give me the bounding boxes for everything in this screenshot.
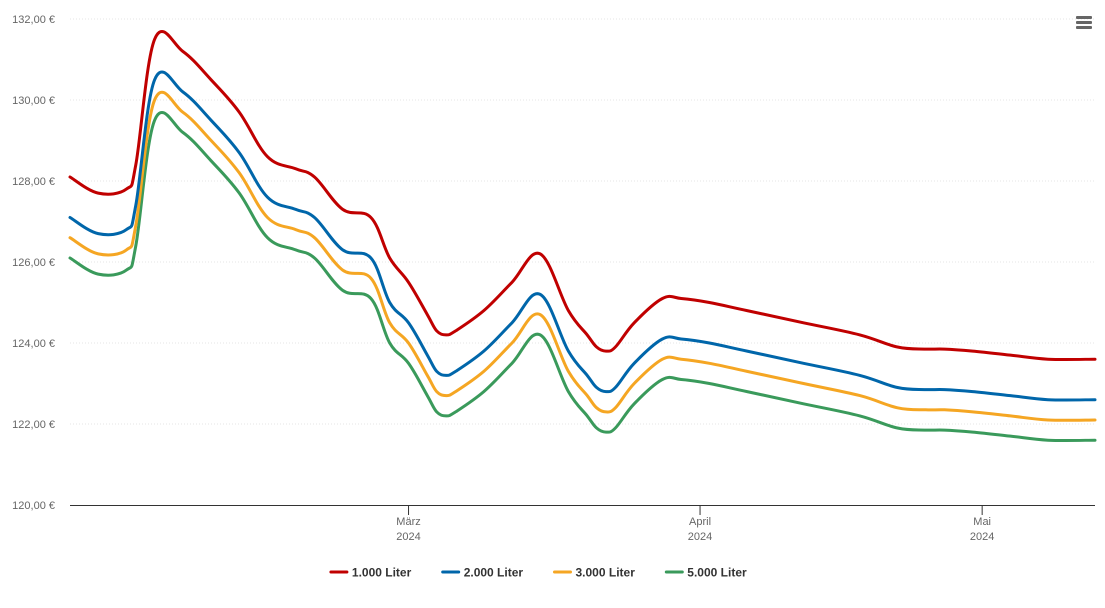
x-tick-year: 2024 — [970, 531, 994, 543]
legend-label: 3.000 Liter — [576, 566, 636, 580]
legend-item[interactable]: 1.000 Liter — [329, 566, 412, 580]
y-tick-label: 122,00 € — [12, 419, 55, 431]
series-lines — [68, 30, 1097, 443]
y-tick-label: 126,00 € — [12, 257, 55, 269]
legend-label: 2.000 Liter — [464, 566, 524, 580]
legend-item[interactable]: 2.000 Liter — [441, 566, 524, 580]
series-line[interactable] — [68, 70, 1097, 402]
x-tick-year: 2024 — [396, 531, 420, 543]
gridlines — [70, 18, 1095, 425]
y-tick-label: 130,00 € — [12, 95, 55, 107]
y-tick-label: 128,00 € — [12, 176, 55, 188]
y-tick-label: 132,00 € — [12, 14, 55, 26]
series-line[interactable] — [68, 90, 1097, 422]
x-tick-month: Mai — [973, 516, 991, 528]
legend-label: 5.000 Liter — [687, 566, 747, 580]
x-tick-year: 2024 — [688, 531, 712, 543]
y-axis: 120,00 € 122,00 € 124,00 € 126,00 € 128,00 €… — [12, 14, 55, 512]
x-tick-month: März — [396, 516, 420, 528]
x-tick-month: April — [689, 516, 711, 528]
y-tick-label: 120,00 € — [12, 500, 55, 512]
series-line[interactable] — [68, 111, 1097, 443]
legend-label: 1.000 Liter — [352, 566, 412, 580]
hamburger-menu-icon[interactable] — [1070, 10, 1096, 34]
legend-item[interactable]: 5.000 Liter — [664, 566, 747, 580]
x-axis: März 2024 April 2024 Mai 2024 — [70, 505, 1095, 543]
legend: 1.000 Liter 2.000 Liter 3.000 Liter 5.000 L… — [329, 566, 747, 580]
series-line[interactable] — [68, 30, 1097, 362]
legend-item[interactable]: 3.000 Liter — [553, 566, 636, 580]
y-tick-label: 124,00 € — [12, 338, 55, 350]
